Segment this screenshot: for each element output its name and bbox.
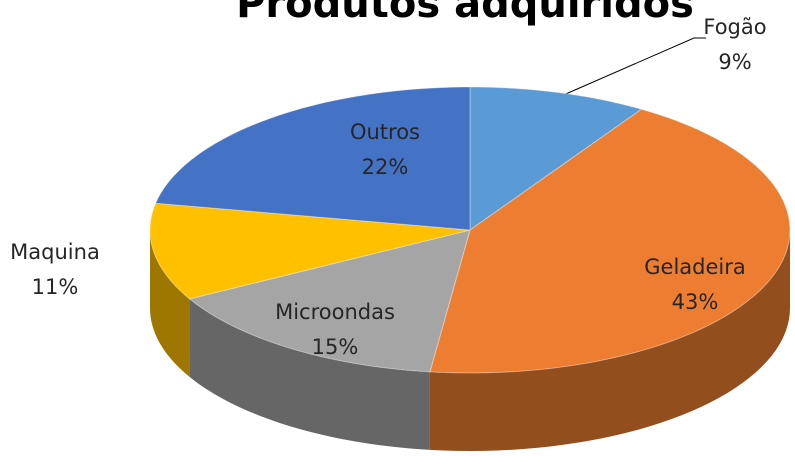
pie-slice xyxy=(154,86,471,231)
pie-slice xyxy=(429,108,791,374)
data-label-name: Microondas xyxy=(275,300,395,324)
data-label-value: 15% xyxy=(312,335,359,359)
data-label-name: Outros xyxy=(350,120,420,144)
data-label-name: Geladeira xyxy=(644,255,745,279)
pie-slice xyxy=(188,229,471,373)
pie-side xyxy=(189,298,430,450)
pie-tops xyxy=(149,86,791,374)
pie-slice xyxy=(469,86,643,231)
leader-line xyxy=(551,37,706,101)
data-label-value: 11% xyxy=(32,275,79,299)
data-label-value: 43% xyxy=(672,290,719,314)
pie-slice xyxy=(149,202,471,300)
data-label-name: Maquina xyxy=(10,240,100,264)
data-label-value: 9% xyxy=(718,50,751,74)
data-label-value: 22% xyxy=(362,155,409,179)
chart-title: Produtos adquiridos xyxy=(236,0,694,27)
pie-side xyxy=(150,230,190,377)
pie-side xyxy=(429,230,790,451)
data-label-name: Fogão xyxy=(703,15,766,39)
pie-sides xyxy=(150,230,790,451)
